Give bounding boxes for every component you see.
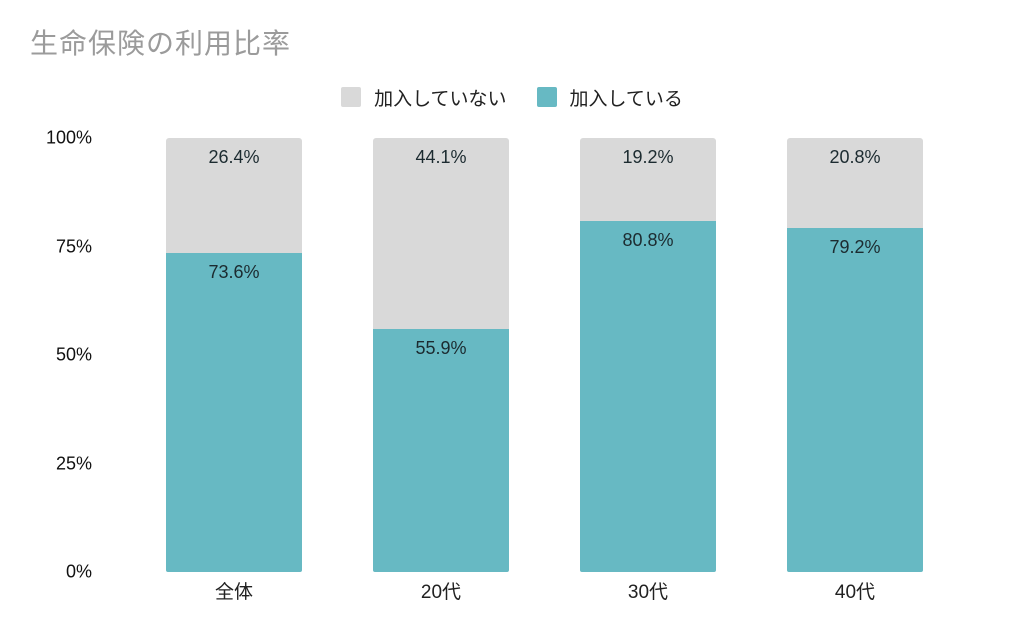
legend-swatch-icon (341, 87, 362, 107)
bar-segment-not-enrolled: 19.2% (580, 138, 716, 222)
data-label: 73.6% (208, 261, 260, 282)
y-axis-tick: 25% (55, 453, 92, 473)
chart-title: 生命保険の利用比率 (30, 28, 292, 59)
legend-item-1: 加入している (536, 84, 683, 111)
x-axis-label: 全体 (214, 582, 253, 603)
bar-segment-not-enrolled: 26.4% (166, 138, 302, 253)
data-label: 20.8% (829, 147, 881, 167)
stacked-bar: 20.8% 79.2% (787, 138, 923, 572)
legend-item-0: 加入していない (341, 84, 507, 111)
y-axis-tick: 75% (55, 236, 92, 256)
legend-label: 加入している (569, 88, 683, 110)
stacked-bar: 44.1% 55.9% (373, 138, 509, 572)
bar-segment-not-enrolled: 44.1% (373, 138, 509, 330)
y-axis-tick: 0% (65, 561, 92, 582)
x-axis-label: 20代 (420, 582, 462, 603)
bar-segment-not-enrolled: 20.8% (787, 138, 923, 229)
stacked-bar: 19.2% 80.8% (580, 138, 716, 572)
bar-segment-enrolled: 80.8% (580, 221, 716, 572)
y-axis-tick: 100% (45, 127, 92, 148)
data-label: 19.2% (622, 147, 674, 167)
legend-label: 加入していない (374, 88, 507, 110)
data-label: 55.9% (415, 338, 467, 359)
chart-legend: 加入していない 加入している (0, 84, 1024, 111)
data-label: 80.8% (622, 230, 674, 251)
x-axis-label: 40代 (834, 582, 876, 603)
data-label: 79.2% (829, 237, 881, 258)
x-axis-label: 30代 (627, 582, 669, 603)
data-label: 26.4% (208, 147, 260, 167)
data-label: 44.1% (415, 147, 467, 167)
bar-segment-enrolled: 73.6% (166, 252, 302, 572)
y-axis-tick: 50% (55, 344, 92, 365)
stacked-bar: 26.4% 73.6% (166, 138, 302, 572)
bar-segment-enrolled: 79.2% (787, 228, 923, 572)
bar-segment-enrolled: 55.9% (373, 329, 509, 572)
legend-swatch-icon (536, 87, 557, 107)
plot-area: 0% 25% 50% 75% 100% 26.4% 73.6% 44.1% 55.9% 19.2%… (0, 128, 1024, 582)
